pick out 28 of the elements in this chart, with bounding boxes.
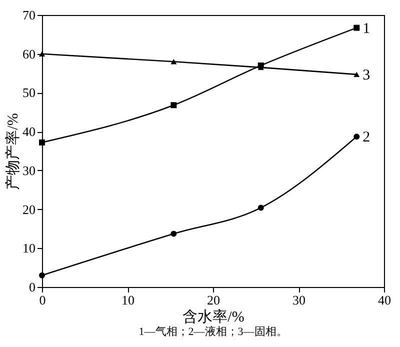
point [354, 72, 360, 78]
series-label: 1 [362, 20, 370, 37]
point [170, 59, 177, 64]
point [354, 24, 360, 31]
text: 1—气相；2—液相；3—固相。 [138, 325, 288, 338]
y-axis-title: 产物产率/% [4, 113, 22, 190]
y-tick-label: 70 [22, 8, 36, 22]
y-tick-label: 0 [29, 280, 36, 294]
y-tick-label: 30 [22, 162, 36, 178]
x-tick-label: 10 [122, 292, 134, 308]
x-tick-label: 0 [39, 292, 46, 308]
y-tick-label: 20 [22, 202, 36, 217]
point [39, 139, 45, 146]
y-tick-label: 40 [22, 124, 36, 140]
x-tick-label: 30 [292, 292, 306, 308]
y-tick-label: 50 [22, 85, 36, 100]
point [354, 134, 360, 140]
point [258, 204, 264, 211]
series-label: 2 [362, 130, 370, 146]
x-axis-title: 含水率/% [182, 308, 244, 326]
x-tick-label: 40 [378, 292, 391, 308]
point [170, 102, 177, 108]
x-tick-label: 20 [207, 292, 220, 308]
point [170, 230, 177, 237]
series-label: 3 [362, 67, 370, 84]
point [39, 272, 45, 278]
y-tick-label: 10 [22, 240, 36, 256]
y-tick-label: 60 [22, 46, 36, 62]
